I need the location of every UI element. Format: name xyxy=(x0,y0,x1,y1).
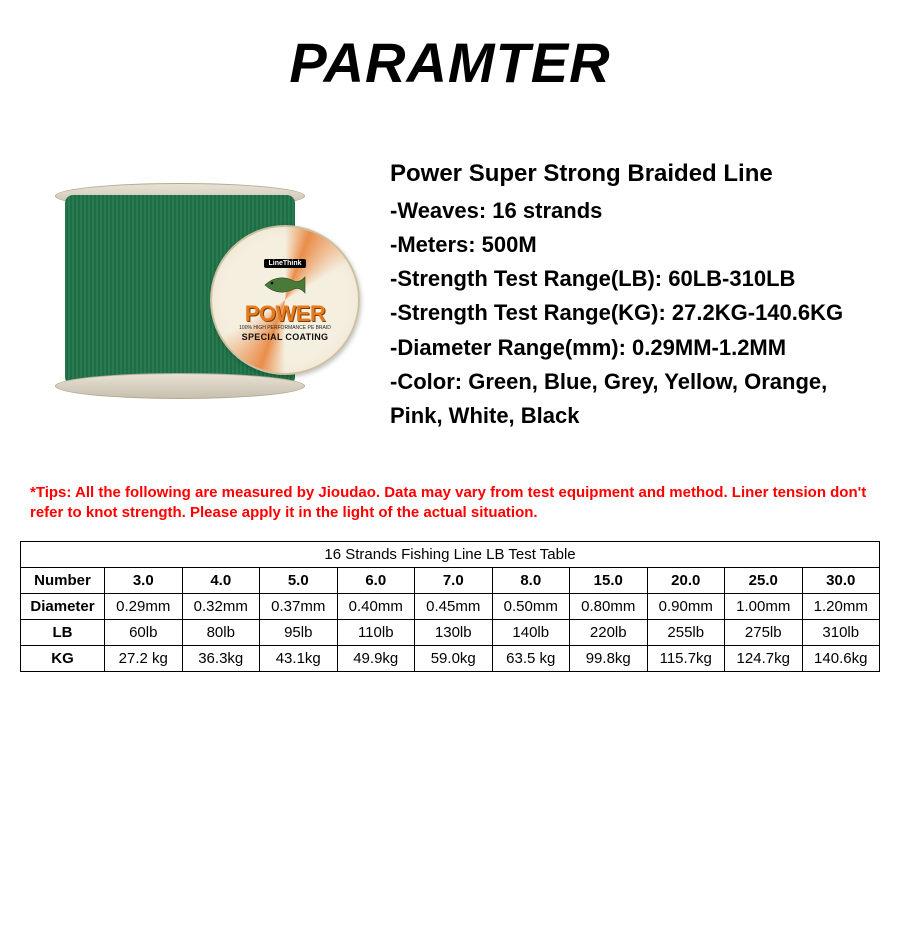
table-cell: 124.7kg xyxy=(725,646,803,672)
col-header: 15.0 xyxy=(570,568,648,594)
table-cell: 0.37mm xyxy=(260,594,338,620)
table-cell: 0.90mm xyxy=(647,594,725,620)
info-row: LineThink POWER 100% HIGH PERFORMANCE PE… xyxy=(0,155,900,433)
table-cell: 255lb xyxy=(647,620,725,646)
row-header: Diameter xyxy=(21,594,105,620)
table-cell: 140.6kg xyxy=(802,646,880,672)
table-caption: 16 Strands Fishing Line LB Test Table xyxy=(20,541,880,567)
product-name: Power Super Strong Braided Line xyxy=(390,155,860,192)
table-cell: 99.8kg xyxy=(570,646,648,672)
table-cell: 63.5 kg xyxy=(492,646,570,672)
table-cell: 115.7kg xyxy=(647,646,725,672)
table-cell: 0.45mm xyxy=(415,594,493,620)
table-body: Number3.04.05.06.07.08.015.020.025.030.0… xyxy=(21,568,880,672)
col-header: 25.0 xyxy=(725,568,803,594)
table-cell: 43.1kg xyxy=(260,646,338,672)
table-cell: 95lb xyxy=(260,620,338,646)
table-cell: 49.9kg xyxy=(337,646,415,672)
col-header: 3.0 xyxy=(105,568,183,594)
spool-label: LineThink POWER 100% HIGH PERFORMANCE PE… xyxy=(210,225,360,375)
spec-lb-range: -Strength Test Range(LB): 60LB-310LB xyxy=(390,262,860,296)
col-header: 6.0 xyxy=(337,568,415,594)
col-header: 5.0 xyxy=(260,568,338,594)
spec-meters: -Meters: 500M xyxy=(390,228,860,262)
table-cell: 0.32mm xyxy=(182,594,260,620)
col-header: 7.0 xyxy=(415,568,493,594)
col-header: 4.0 xyxy=(182,568,260,594)
table-cell: 1.00mm xyxy=(725,594,803,620)
table-cell: 220lb xyxy=(570,620,648,646)
spec-table: 16 Strands Fishing Line LB Test Table Nu… xyxy=(20,541,880,672)
table-cell: 0.40mm xyxy=(337,594,415,620)
table-cell: 60lb xyxy=(105,620,183,646)
row-header: LB xyxy=(21,620,105,646)
spool-sub2: SPECIAL COATING xyxy=(242,332,329,342)
spool-sub1: 100% HIGH PERFORMANCE PE BRAID xyxy=(239,325,331,331)
table-cell: 310lb xyxy=(802,620,880,646)
spool-flange-bottom xyxy=(55,373,305,399)
fish-icon xyxy=(260,271,310,299)
table-cell: 275lb xyxy=(725,620,803,646)
spec-kg-range: -Strength Test Range(KG): 27.2KG-140.6KG xyxy=(390,296,860,330)
col-header: 30.0 xyxy=(802,568,880,594)
row-header: KG xyxy=(21,646,105,672)
spool-brand: LineThink xyxy=(264,259,305,268)
table-cell: 110lb xyxy=(337,620,415,646)
table-cell: 59.0kg xyxy=(415,646,493,672)
product-image: LineThink POWER 100% HIGH PERFORMANCE PE… xyxy=(40,155,370,415)
col-header: 8.0 xyxy=(492,568,570,594)
spec-table-wrap: 16 Strands Fishing Line LB Test Table Nu… xyxy=(20,541,880,672)
product-specs: Power Super Strong Braided Line -Weaves:… xyxy=(390,155,860,433)
tips-text: *Tips: All the following are measured by… xyxy=(30,483,870,524)
spec-color: -Color: Green, Blue, Grey, Yellow, Orang… xyxy=(390,365,860,433)
page-title: PARAMTER xyxy=(0,30,900,95)
table-cell: 130lb xyxy=(415,620,493,646)
table-cell: 36.3kg xyxy=(182,646,260,672)
col-header: 20.0 xyxy=(647,568,725,594)
table-cell: 0.50mm xyxy=(492,594,570,620)
table-cell: 1.20mm xyxy=(802,594,880,620)
table-cell: 80lb xyxy=(182,620,260,646)
spec-weaves: -Weaves: 16 strands xyxy=(390,194,860,228)
table-cell: 0.29mm xyxy=(105,594,183,620)
spec-diameter: -Diameter Range(mm): 0.29MM-1.2MM xyxy=(390,331,860,365)
table-cell: 0.80mm xyxy=(570,594,648,620)
spool-main-text: POWER xyxy=(245,301,326,327)
table-cell: 140lb xyxy=(492,620,570,646)
col-header-number: Number xyxy=(21,568,105,594)
table-cell: 27.2 kg xyxy=(105,646,183,672)
